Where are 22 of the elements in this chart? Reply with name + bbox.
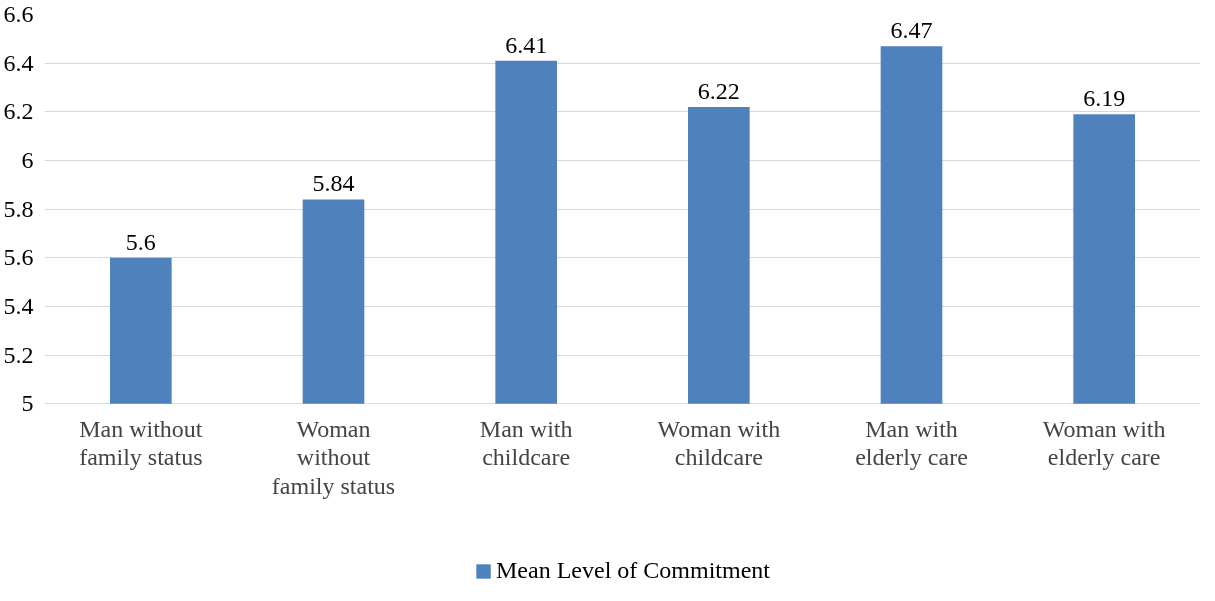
x-tick-label: Man with elderly care <box>855 415 968 471</box>
data-label: 5.84 <box>312 170 355 197</box>
y-tick-label: 6.2 <box>3 98 34 125</box>
y-tick-label: 5.6 <box>3 244 34 271</box>
y-tick-label: 5.2 <box>3 341 34 368</box>
legend-label: Mean Level of Commitment <box>496 557 770 584</box>
data-label: 6.22 <box>697 77 740 104</box>
y-tick-label: 6.4 <box>3 49 34 76</box>
y-tick-label: 5.4 <box>3 292 34 319</box>
x-tick-label: Man without family status <box>79 415 203 471</box>
y-tick-label: 5.8 <box>3 195 34 222</box>
y-tick-label: 6.6 <box>3 1 34 27</box>
x-tick-label: Woman with elderly care <box>1042 415 1166 471</box>
data-label: 6.41 <box>505 31 548 58</box>
data-label: 6.47 <box>890 17 933 44</box>
x-tick-label: Man with childcare <box>479 415 573 471</box>
y-tick-label: 6 <box>21 146 34 173</box>
y-tick-label: 5 <box>21 390 34 417</box>
data-label: 6.19 <box>1083 85 1126 112</box>
data-label: 5.6 <box>125 228 156 255</box>
x-tick-label: Woman with childcare <box>657 415 781 471</box>
x-tick-label: Woman without family status <box>271 415 396 499</box>
